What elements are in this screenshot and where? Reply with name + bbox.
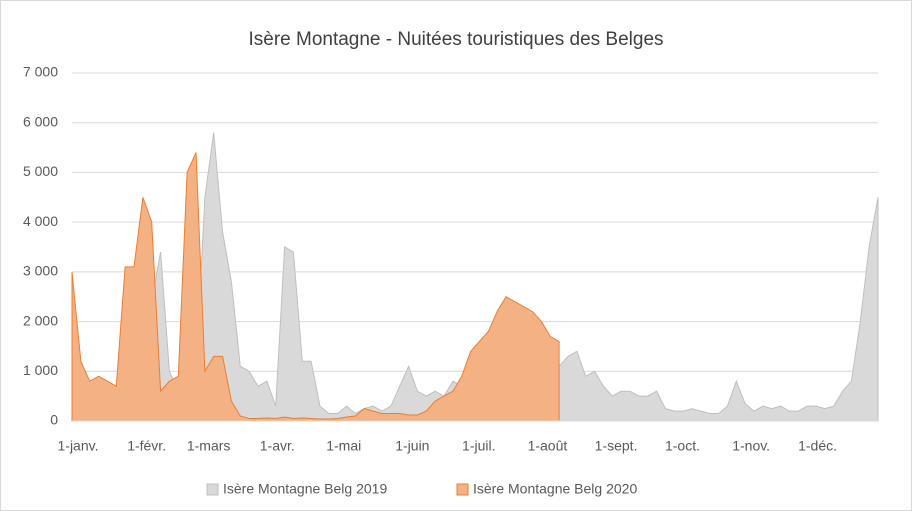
y-tick-label: 0 bbox=[50, 412, 58, 428]
chart-title: Isère Montagne - Nuitées touristiques de… bbox=[248, 29, 663, 50]
y-tick-label: 1 000 bbox=[23, 362, 58, 378]
legend-swatch bbox=[206, 483, 219, 496]
x-tick-label: 1-mai bbox=[326, 438, 361, 454]
legend-swatch bbox=[456, 483, 469, 496]
x-tick-label: 1-oct. bbox=[665, 438, 700, 454]
x-tick-label: 1-janv. bbox=[58, 438, 99, 454]
y-tick-label: 7 000 bbox=[23, 64, 58, 80]
x-tick-label: 1-juin bbox=[395, 438, 429, 454]
x-tick-label: 1-mars bbox=[187, 438, 231, 454]
x-tick-label: 1-févr. bbox=[127, 438, 166, 454]
legend-label: Isère Montagne Belg 2019 bbox=[223, 481, 387, 497]
y-tick-label: 4 000 bbox=[23, 213, 58, 229]
y-tick-label: 2 000 bbox=[23, 312, 58, 328]
x-tick-label: 1-avr. bbox=[260, 438, 295, 454]
x-tick-label: 1-sept. bbox=[595, 438, 638, 454]
x-tick-label: 1-nov. bbox=[732, 438, 770, 454]
x-tick-label: 1-juil. bbox=[462, 438, 495, 454]
legend-label: Isère Montagne Belg 2020 bbox=[473, 481, 637, 497]
x-tick-label: 1-déc. bbox=[798, 438, 837, 454]
y-tick-label: 6 000 bbox=[23, 113, 58, 129]
x-tick-label: 1-août bbox=[528, 438, 568, 454]
y-tick-label: 3 000 bbox=[23, 263, 58, 279]
y-tick-label: 5 000 bbox=[23, 163, 58, 179]
area bbox=[71, 152, 560, 422]
